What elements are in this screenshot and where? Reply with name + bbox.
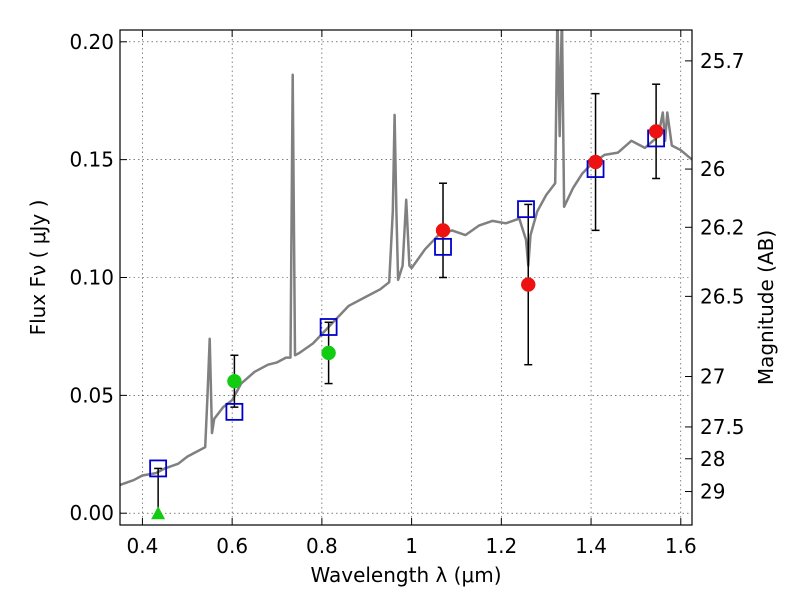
magnitude-tick-label: 28 <box>700 447 725 471</box>
magnitude-tick-label: 27 <box>700 365 725 389</box>
observed-flux-point <box>648 124 664 139</box>
magnitude-axis-label: Magnitude (AB) <box>754 230 778 385</box>
x-tick-label: 1 <box>405 534 418 558</box>
magnitude-tick-label: 26 <box>700 157 725 181</box>
magnitude-tick-label: 27.5 <box>700 415 745 439</box>
y-tick-label: 0.00 <box>69 501 114 525</box>
grid-lines <box>120 30 692 525</box>
model-photometry-square <box>517 200 535 219</box>
x-tick-label: 0.4 <box>127 534 159 558</box>
magnitude-tick-label: 26.2 <box>700 215 745 239</box>
x-tick-label: 0.6 <box>216 534 248 558</box>
series-layer <box>120 30 692 520</box>
observed-flux-point <box>435 223 451 238</box>
model-photometry-square <box>434 237 452 256</box>
y-tick-label: 0.05 <box>69 383 114 407</box>
y-tick-label: 0.10 <box>69 266 114 290</box>
magnitude-tick-label: 26.5 <box>700 284 745 308</box>
tick-layer: 0.4 0.6 0.8 1 1.2 1.4 1.6 0.00 0.05 0.10 0.15 0.20 2… <box>69 30 744 558</box>
x-tick-label: 0.8 <box>306 534 338 558</box>
x-tick-label: 1.6 <box>665 534 697 558</box>
magnitude-tick-label: 29 <box>700 480 725 504</box>
model-photometry-square <box>319 318 338 336</box>
spectrum-line <box>120 30 692 487</box>
observed-flux-point <box>227 373 242 389</box>
model-photometry-square <box>225 402 244 421</box>
upper-limit-triangle <box>151 506 166 520</box>
x-tick-label: 1.2 <box>485 534 517 558</box>
observed-flux-point <box>521 277 536 292</box>
model-photometry-square <box>149 459 168 478</box>
magnitude-tick-label: 25.7 <box>700 49 745 73</box>
x-axis-label: Wavelength λ (μm) <box>310 563 501 587</box>
x-tick-label: 1.4 <box>575 534 607 558</box>
observed-flux-point <box>588 154 603 170</box>
observed-flux-point <box>321 345 336 361</box>
y-tick-label: 0.15 <box>69 148 114 172</box>
y-axis-label: Flux Fν ( μJy ) <box>26 200 50 336</box>
y-tick-label: 0.20 <box>69 30 114 54</box>
